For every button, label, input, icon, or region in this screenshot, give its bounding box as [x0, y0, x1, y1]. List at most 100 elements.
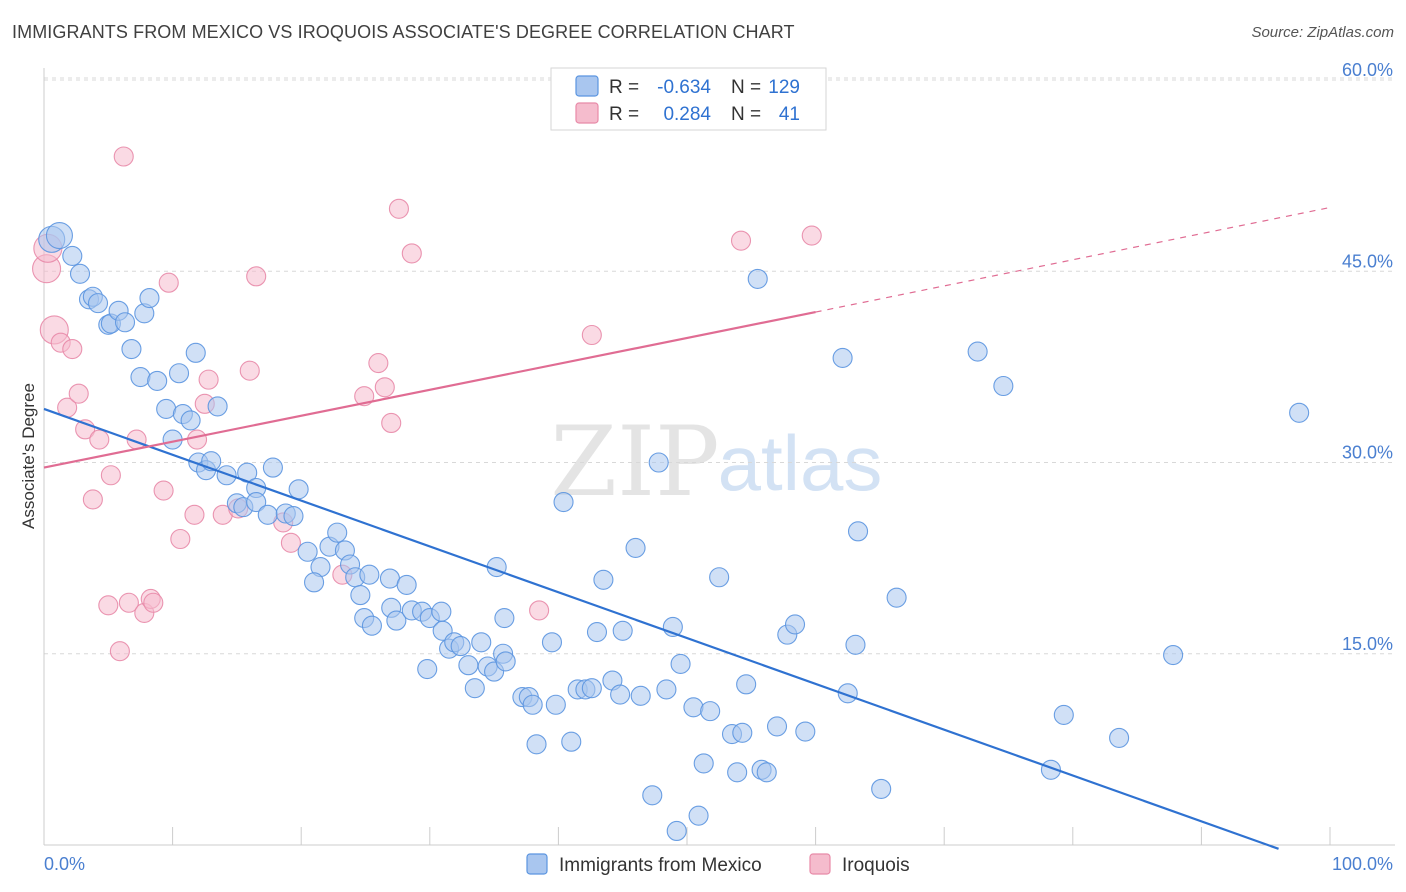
y-tick-label: 60.0%	[1342, 60, 1393, 80]
mexico-point	[327, 522, 348, 543]
mexico-point	[114, 312, 136, 333]
iroquois-point	[246, 266, 267, 287]
mexico-point	[581, 678, 602, 699]
mexico-point	[1053, 704, 1074, 726]
mexico-point	[630, 685, 651, 706]
mexico-point	[845, 634, 866, 655]
mexico-point	[886, 587, 907, 608]
mexico-point	[350, 585, 371, 606]
mexico-point	[795, 721, 816, 742]
mexico-point	[784, 614, 806, 635]
trend-lines	[43, 206, 1331, 850]
mexico-point	[304, 572, 325, 593]
y-tick-label: 15.0%	[1342, 634, 1393, 654]
mexico-point	[847, 521, 869, 542]
stats-r-value-blue: -0.634	[657, 77, 711, 98]
mexico-point	[297, 541, 318, 562]
mexico-point	[688, 805, 709, 826]
mexico-point	[612, 620, 633, 641]
mexico-point	[156, 398, 177, 420]
mexico-point	[625, 537, 646, 558]
mexico-point	[288, 479, 309, 500]
mexico-point	[522, 694, 543, 715]
mexico-point	[700, 701, 721, 722]
mexico-point	[593, 569, 614, 590]
iroquois-point	[374, 377, 395, 398]
mexico-point	[666, 820, 687, 842]
stats-n-value-pink: 41	[779, 104, 800, 125]
mexico-point	[458, 655, 479, 676]
y-axis-title: Associate's Degree	[19, 383, 38, 529]
mexico-point	[379, 568, 400, 589]
iroquois-point	[730, 230, 752, 251]
legend-label-mexico: Immigrants from Mexico	[559, 855, 762, 876]
iroquois-point	[581, 324, 602, 346]
iroquois-trend-line	[43, 310, 816, 469]
mexico-point	[386, 610, 407, 631]
mexico-point	[87, 293, 109, 314]
iroquois-point	[89, 429, 110, 450]
mexico-point	[450, 636, 471, 657]
iroquois-point	[801, 225, 822, 246]
iroquois-point	[118, 592, 139, 613]
mexico-point	[121, 338, 142, 360]
mexico-point	[257, 504, 278, 525]
source-credit: Source: ZipAtlas.com	[1251, 24, 1394, 41]
mexico-point	[693, 753, 714, 774]
y-tick-label: 45.0%	[1342, 251, 1393, 271]
mexico-point	[586, 622, 608, 643]
iroquois-points	[32, 146, 822, 662]
stats-r-label-blue: R =	[609, 77, 639, 98]
iroquois-point	[354, 386, 375, 407]
stats-n-label-pink: N =	[731, 104, 761, 125]
mexico-point	[45, 222, 73, 250]
mexico-point	[683, 697, 704, 718]
mexico-point	[262, 457, 283, 478]
mexico-point	[1289, 402, 1310, 423]
iroquois-point	[62, 338, 83, 360]
y-tick-labels: 15.0% 30.0% 45.0% 60.0%	[1342, 60, 1393, 654]
iroquois-point	[368, 352, 389, 374]
mexico-point	[69, 263, 91, 284]
mexico-point	[464, 678, 485, 699]
y-tick-label: 30.0%	[1342, 443, 1393, 463]
axes	[43, 68, 1395, 846]
mexico-point	[541, 632, 563, 653]
mexico-point	[732, 722, 753, 743]
watermark-zip: ZIP	[550, 406, 719, 518]
mexico-point	[417, 658, 438, 680]
mexico-point	[766, 716, 788, 737]
mexico-point	[832, 347, 853, 369]
mexico-point	[642, 785, 663, 806]
mexico-point	[246, 491, 267, 513]
stats-swatch-blue	[575, 75, 599, 97]
mexico-point	[207, 396, 228, 417]
iroquois-point	[186, 429, 208, 450]
iroquois-point	[153, 480, 174, 501]
mexico-point	[1109, 727, 1130, 748]
iroquois-point	[381, 412, 402, 434]
x-ticks	[43, 827, 1331, 845]
iroquois-point	[113, 146, 134, 167]
iroquois-point	[401, 243, 422, 264]
iroquois-point	[184, 504, 205, 525]
mexico-point	[431, 601, 452, 622]
mexico-point	[147, 370, 168, 391]
mexico-point	[62, 245, 83, 266]
mexico-point	[471, 632, 492, 653]
iroquois-point	[82, 489, 103, 510]
mexico-point	[871, 778, 892, 799]
mexico-point	[526, 734, 547, 755]
mexico-point	[545, 694, 566, 715]
iroquois-trend-extension	[815, 206, 1331, 313]
mexico-point	[494, 607, 515, 629]
mexico-point	[670, 653, 691, 675]
mexico-point	[736, 674, 757, 695]
iroquois-point	[143, 592, 164, 613]
mexico-point	[283, 505, 304, 527]
mexico-point	[709, 567, 730, 588]
iroquois-point	[529, 600, 550, 621]
iroquois-point	[158, 272, 179, 293]
mexico-point	[561, 731, 582, 752]
